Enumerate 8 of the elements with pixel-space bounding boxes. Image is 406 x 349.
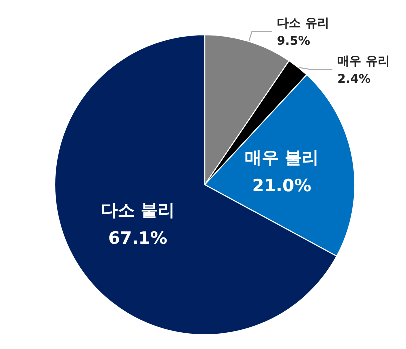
data-label: 21.0% — [252, 176, 312, 196]
slice-label: 다소 유리 — [277, 16, 330, 30]
data-label: 9.5% — [277, 34, 310, 48]
slice-label: 매우 유리 — [338, 54, 390, 68]
slice-label: 다소 불리 — [101, 200, 175, 221]
data-label: 67.1% — [108, 228, 168, 249]
slice-label: 매우 불리 — [245, 148, 319, 168]
data-label: 2.4% — [338, 72, 371, 86]
